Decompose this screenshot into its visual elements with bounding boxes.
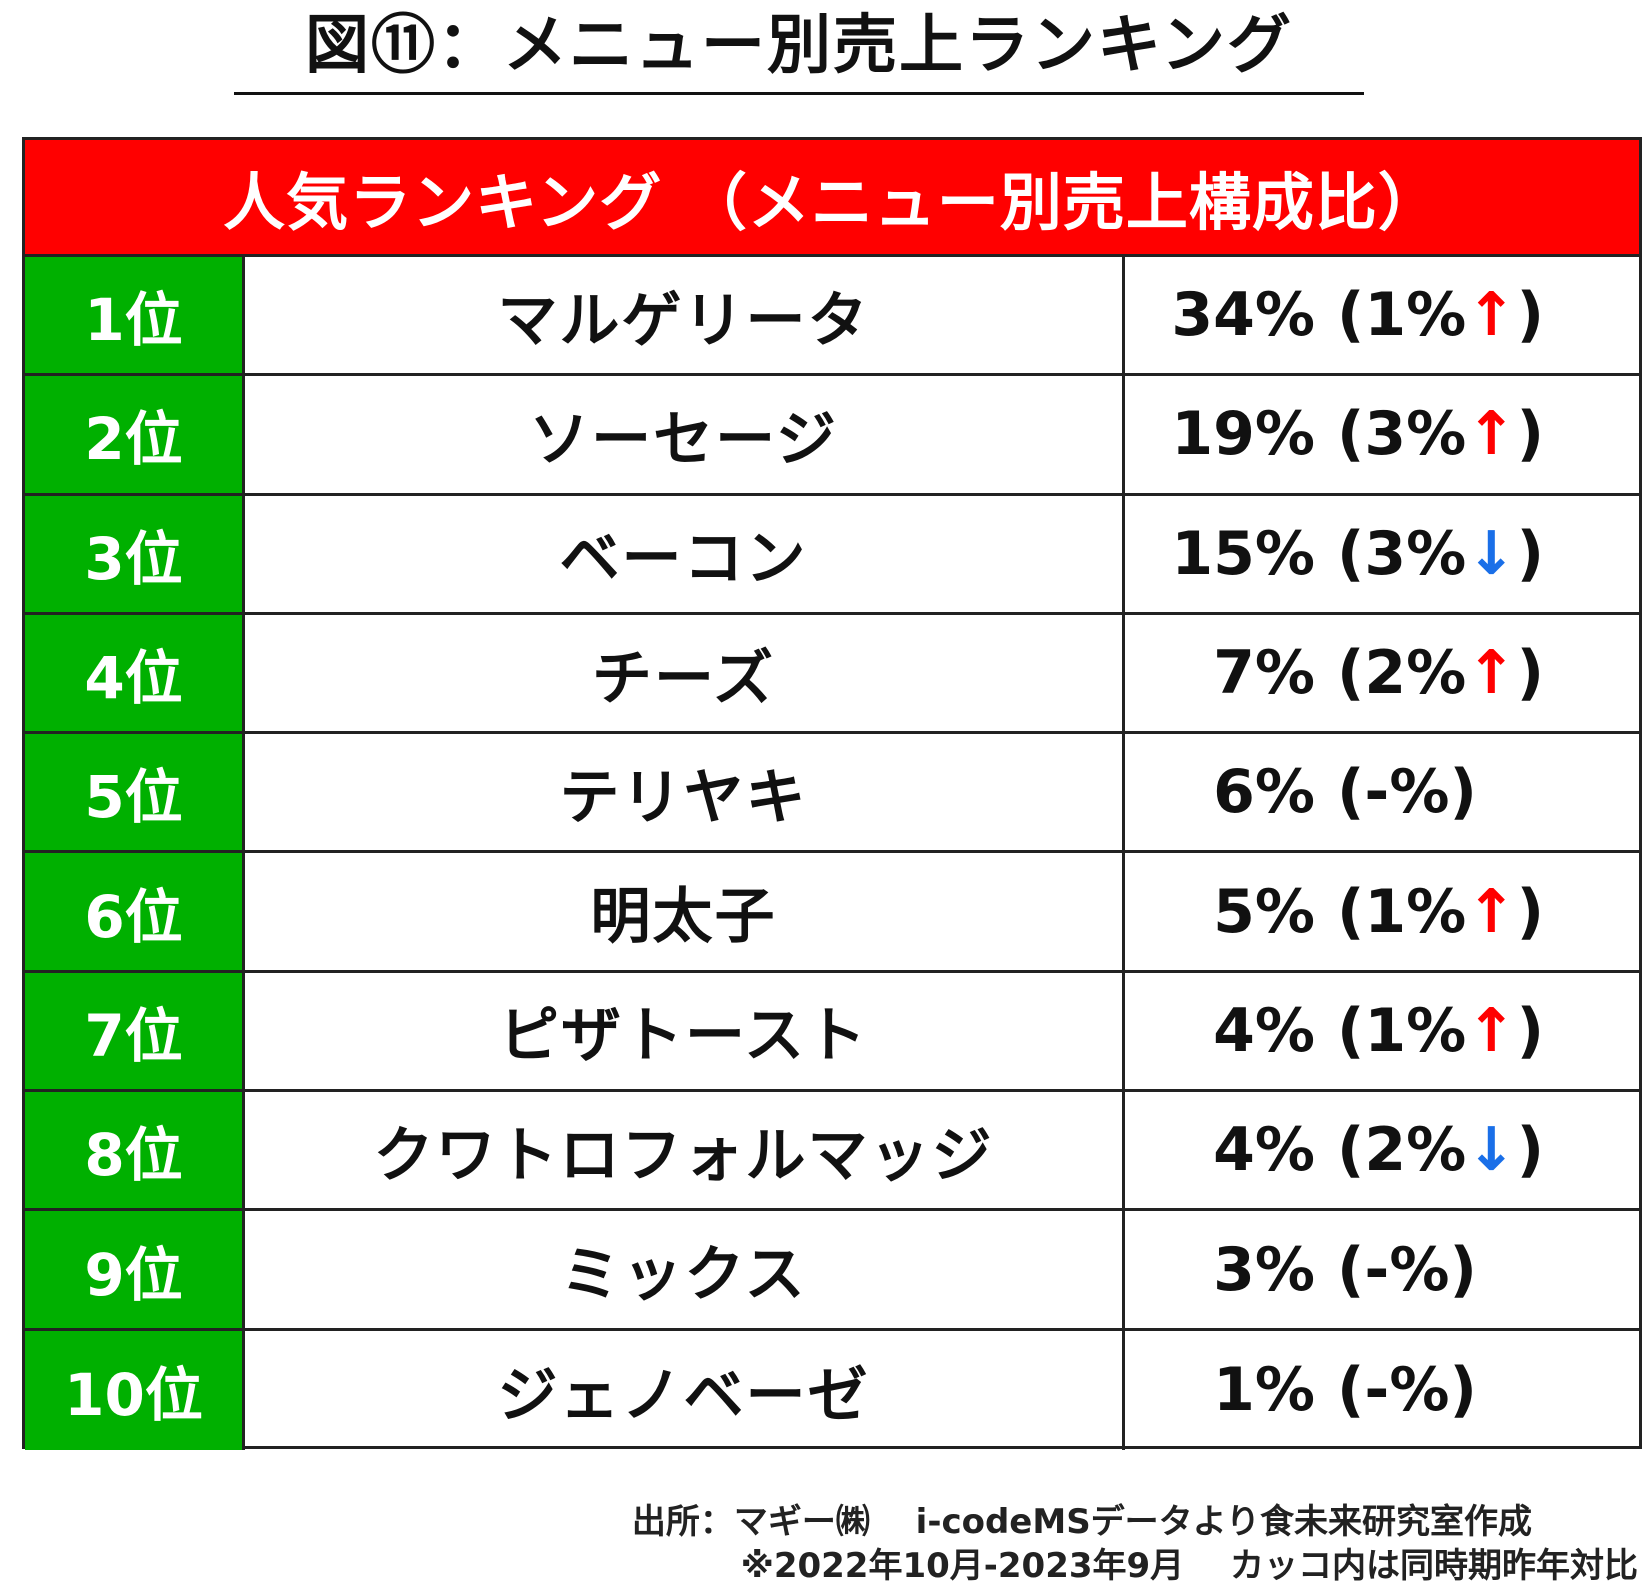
arrow-up-icon: ↑ bbox=[1466, 876, 1517, 947]
share-percent: 15% bbox=[1171, 518, 1315, 589]
rank-cell: 3位 bbox=[25, 495, 245, 612]
share-cell: 7% (2%↑) bbox=[1125, 615, 1639, 731]
menu-name-cell: 明太子 bbox=[245, 853, 1125, 970]
yoy-change-value: (1% bbox=[1337, 876, 1467, 947]
yoy-change-value: (2% bbox=[1337, 1115, 1467, 1186]
period-note: ※2022年10月-2023年9月 カッコ内は同時期昨年対比 bbox=[740, 1546, 1638, 1586]
table-body: 1位 マルゲリータ 34% (1%↑) 2位 ソーセージ 19% (3%↑) 3位 ベーコン 15%… bbox=[25, 257, 1639, 1450]
share-cell: 15% (3%↓) bbox=[1125, 496, 1639, 612]
share-cell: 3% (-%) bbox=[1125, 1211, 1639, 1327]
share-percent: 6% bbox=[1213, 757, 1315, 828]
yoy-change: (3%↑) bbox=[1337, 399, 1544, 469]
arrow-up-icon: ↑ bbox=[1466, 638, 1517, 709]
yoy-change-value: (-%) bbox=[1337, 1234, 1477, 1305]
menu-name-cell: テリヤキ bbox=[245, 734, 1125, 851]
table-header: 人気ランキング （メニュー別売上構成比） bbox=[25, 140, 1639, 257]
share-cell: 1% (-%) bbox=[1125, 1331, 1639, 1450]
yoy-change: (1%↑) bbox=[1337, 996, 1544, 1066]
arrow-up-icon: ↑ bbox=[1466, 399, 1517, 470]
table-row: 3位 ベーコン 15% (3%↓) bbox=[25, 495, 1639, 615]
share-percent: 4% bbox=[1213, 1115, 1315, 1186]
yoy-change-value: (3% bbox=[1337, 518, 1467, 589]
ranking-table: 人気ランキング （メニュー別売上構成比） 1位 マルゲリータ 34% (1%↑) 2位ソ… bbox=[22, 137, 1642, 1450]
yoy-change: (3%↓) bbox=[1337, 519, 1544, 589]
yoy-change: (2%↓) bbox=[1337, 1115, 1544, 1185]
table-row: 5位 テリヤキ 6% (-%) bbox=[25, 734, 1639, 854]
closing-paren: ) bbox=[1516, 399, 1544, 470]
menu-name-cell: ジェノベーゼ bbox=[245, 1330, 1125, 1450]
menu-name-cell: クワトロフォルマッジ bbox=[245, 1092, 1125, 1209]
share-cell: 34% (1%↑) bbox=[1125, 257, 1639, 373]
share-cell: 6% (-%) bbox=[1125, 734, 1639, 850]
yoy-change-value: (3% bbox=[1337, 399, 1467, 470]
share-percent: 5% bbox=[1213, 876, 1315, 947]
closing-paren: ) bbox=[1516, 995, 1544, 1066]
yoy-change: (1%↑) bbox=[1337, 877, 1544, 947]
yoy-change: (-%) bbox=[1337, 1235, 1477, 1305]
menu-name-cell: ピザトースト bbox=[245, 972, 1125, 1090]
menu-name-cell: マルゲリータ bbox=[245, 257, 1125, 374]
yoy-change: (-%) bbox=[1337, 757, 1477, 827]
table-row: 8位 クワトロフォルマッジ 4% (2%↓) bbox=[25, 1092, 1639, 1212]
rank-cell: 1位 bbox=[25, 257, 245, 374]
source-note: 出所：マギー㈱ i-codeMSデータより食未来研究室作成 bbox=[631, 1502, 1532, 1542]
table-row: 2位 ソーセージ 19% (3%↑) bbox=[25, 376, 1639, 496]
table-row: 4位 チーズ 7% (2%↑) bbox=[25, 614, 1639, 735]
rank-cell: 10位 bbox=[25, 1330, 245, 1450]
table-row: 6位 明太子 5% (1%↑) bbox=[25, 853, 1639, 973]
yoy-change-value: (2% bbox=[1337, 638, 1467, 709]
rank-cell: 2位 bbox=[25, 376, 245, 493]
rank-cell: 6位 bbox=[25, 853, 245, 970]
share-cell: 4% (2%↓) bbox=[1125, 1092, 1639, 1208]
table-row: 10位 ジェノベーゼ 1% (-%) bbox=[25, 1330, 1639, 1450]
page-title: 図⑪：メニュー別売上ランキング bbox=[234, 0, 1364, 95]
yoy-change: (1%↑) bbox=[1337, 280, 1544, 350]
yoy-change-value: (-%) bbox=[1337, 1355, 1477, 1426]
closing-paren: ) bbox=[1516, 1115, 1544, 1186]
closing-paren: ) bbox=[1516, 518, 1544, 589]
share-cell: 19% (3%↑) bbox=[1125, 376, 1639, 492]
share-percent: 3% bbox=[1213, 1234, 1315, 1305]
menu-name-cell: ソーセージ bbox=[245, 376, 1125, 493]
arrow-up-icon: ↑ bbox=[1466, 280, 1517, 351]
rank-cell: 4位 bbox=[25, 614, 245, 732]
yoy-change: (-%) bbox=[1337, 1355, 1477, 1425]
menu-name-cell: ベーコン bbox=[245, 495, 1125, 612]
rank-cell: 8位 bbox=[25, 1092, 245, 1209]
closing-paren: ) bbox=[1516, 638, 1544, 709]
table-row: 1位 マルゲリータ 34% (1%↑) bbox=[25, 257, 1639, 377]
yoy-change-value: (-%) bbox=[1337, 757, 1477, 828]
share-percent: 19% bbox=[1171, 399, 1315, 470]
share-percent: 7% bbox=[1213, 638, 1315, 709]
yoy-change: (2%↑) bbox=[1337, 638, 1544, 708]
share-percent: 1% bbox=[1213, 1355, 1315, 1426]
arrow-up-icon: ↑ bbox=[1466, 995, 1517, 1066]
yoy-change-value: (1% bbox=[1337, 995, 1467, 1066]
share-percent: 34% bbox=[1171, 280, 1315, 351]
closing-paren: ) bbox=[1516, 280, 1544, 351]
menu-name-cell: ミックス bbox=[245, 1211, 1125, 1328]
rank-cell: 7位 bbox=[25, 972, 245, 1090]
table-row: 7位 ピザトースト 4% (1%↑) bbox=[25, 972, 1639, 1093]
rank-cell: 9位 bbox=[25, 1211, 245, 1328]
arrow-down-icon: ↓ bbox=[1466, 518, 1517, 589]
share-cell: 4% (1%↑) bbox=[1125, 973, 1639, 1089]
arrow-down-icon: ↓ bbox=[1466, 1115, 1517, 1186]
menu-name-cell: チーズ bbox=[245, 614, 1125, 732]
rank-cell: 5位 bbox=[25, 734, 245, 851]
share-cell: 5% (1%↑) bbox=[1125, 853, 1639, 969]
table-row: 9位 ミックス 3% (-%) bbox=[25, 1211, 1639, 1331]
yoy-change-value: (1% bbox=[1337, 280, 1467, 351]
closing-paren: ) bbox=[1516, 876, 1544, 947]
share-percent: 4% bbox=[1213, 995, 1315, 1066]
